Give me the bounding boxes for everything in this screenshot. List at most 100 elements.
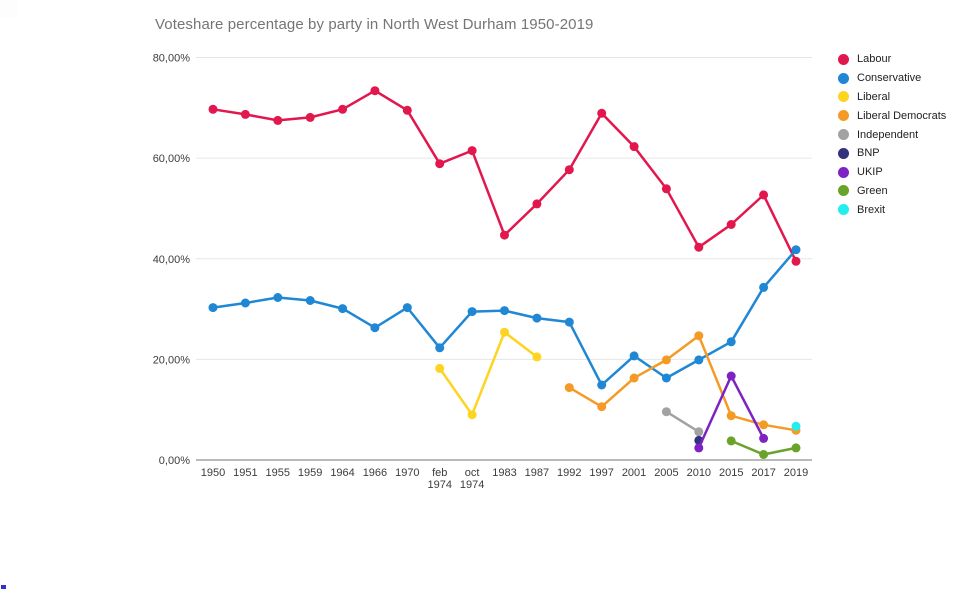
legend-item-liberal: Liberal	[838, 88, 946, 107]
x-axis-labels: 1950 1951 1955 1959 1964 1966 1970 feb 1974 oct 19…	[201, 467, 808, 491]
point-brexit-2019[interactable]	[791, 421, 801, 431]
point-conservative-1950[interactable]	[208, 303, 218, 313]
point-labour-1951[interactable]	[240, 109, 250, 119]
point-liberal-oct-1974[interactable]	[467, 410, 477, 420]
legend-item-independent: Independent	[838, 125, 946, 144]
point-liberal-feb-1974[interactable]	[435, 363, 445, 373]
point-conservative-1951[interactable]	[240, 298, 250, 308]
point-independent-2005[interactable]	[661, 407, 671, 417]
point-labour-1950[interactable]	[208, 104, 218, 114]
series-liberal-democrats	[564, 331, 801, 435]
point-liberal-democrats-2001[interactable]	[629, 373, 639, 383]
y-tick-label: 0,00%	[159, 455, 190, 467]
legend-label: UKIP	[857, 166, 883, 179]
series-liberal-democrats-line	[568, 334, 798, 432]
legend-swatch-liberal	[838, 91, 849, 103]
chart-legend: Labour Conservative Liberal Liberal Democra…	[838, 50, 946, 219]
point-green-2015[interactable]	[726, 436, 736, 446]
point-labour-2015[interactable]	[726, 220, 736, 229]
legend-swatch-liberal-democrats	[838, 110, 849, 122]
point-labour-1970[interactable]	[402, 105, 412, 115]
point-labour-2019[interactable]	[791, 256, 801, 266]
series-labour	[208, 86, 801, 266]
point-conservative-2015[interactable]	[726, 337, 736, 347]
point-conservative-1966[interactable]	[370, 323, 380, 333]
point-conservative-2010[interactable]	[694, 355, 704, 365]
point-conservative-1987[interactable]	[532, 313, 542, 323]
chart-title: Voteshare percentage by party in North W…	[155, 16, 594, 33]
x-tick-label: 2017	[751, 467, 775, 479]
legend-item-liberal-democrats: Liberal Democrats	[838, 106, 946, 125]
point-labour-1992[interactable]	[564, 165, 574, 175]
point-liberal-democrats-2010[interactable]	[694, 331, 704, 341]
point-liberal-democrats-2005[interactable]	[661, 355, 671, 365]
series-ukip	[694, 371, 769, 453]
point-conservative-1983[interactable]	[500, 306, 509, 316]
point-labour-oct-1974[interactable]	[467, 146, 477, 156]
point-labour-feb-1974[interactable]	[435, 159, 445, 169]
stray-pixel-artifact	[1, 585, 6, 589]
point-labour-1983[interactable]	[500, 230, 509, 240]
x-tick-label: 1983	[492, 467, 516, 479]
point-conservative-2001[interactable]	[629, 351, 639, 361]
point-liberal-democrats-1992[interactable]	[564, 383, 574, 393]
legend-label: Green	[857, 184, 888, 197]
series-conservative	[208, 245, 801, 390]
point-conservative-2019[interactable]	[791, 245, 801, 255]
point-conservative-1997[interactable]	[597, 380, 607, 390]
point-labour-2010[interactable]	[694, 242, 704, 252]
legend-swatch-bnp	[838, 147, 849, 159]
legend-swatch-conservative	[838, 72, 849, 84]
x-tick-label: 1966	[363, 467, 387, 479]
point-conservative-1964[interactable]	[338, 304, 348, 314]
point-conservative-2005[interactable]	[661, 373, 671, 383]
point-liberal-democrats-2015[interactable]	[726, 411, 736, 421]
legend-item-labour: Labour	[838, 50, 946, 69]
y-tick-label: 20,00%	[153, 354, 191, 366]
point-liberal-democrats-1997[interactable]	[597, 402, 607, 412]
series-independent	[661, 407, 704, 437]
legend-label: Liberal	[857, 90, 891, 103]
point-green-2019[interactable]	[791, 443, 801, 453]
point-conservative-1970[interactable]	[402, 303, 412, 313]
point-independent-2010[interactable]	[694, 427, 704, 437]
x-tick-label: 2015	[719, 467, 743, 479]
point-labour-1964[interactable]	[338, 104, 348, 114]
point-conservative-oct-1974[interactable]	[467, 307, 477, 317]
point-labour-1955[interactable]	[273, 115, 283, 125]
point-conservative-1955[interactable]	[273, 293, 283, 302]
point-liberal-1987[interactable]	[532, 352, 542, 362]
point-conservative-1992[interactable]	[564, 317, 574, 327]
series-liberal-line	[438, 330, 539, 416]
point-labour-2001[interactable]	[629, 142, 639, 152]
point-labour-2005[interactable]	[661, 184, 671, 194]
point-labour-2017[interactable]	[759, 190, 769, 200]
x-tick-label: 2005	[654, 467, 678, 479]
point-conservative-1959[interactable]	[305, 296, 315, 305]
point-conservative-feb-1974[interactable]	[435, 343, 445, 353]
point-green-2017[interactable]	[759, 450, 769, 459]
point-labour-1959[interactable]	[305, 112, 315, 122]
point-labour-1987[interactable]	[532, 199, 542, 209]
x-tick-label: 1997	[589, 467, 613, 479]
point-conservative-2017[interactable]	[759, 282, 769, 292]
point-liberal-1983[interactable]	[500, 327, 509, 337]
point-ukip-2015[interactable]	[726, 371, 736, 381]
x-tick-label: 1970	[395, 467, 419, 479]
point-labour-1966[interactable]	[370, 86, 380, 96]
series-conservative-line	[211, 248, 798, 387]
legend-label: Conservative	[857, 72, 922, 85]
x-tick-label: feb 1974	[427, 467, 451, 491]
point-ukip-2010[interactable]	[694, 443, 704, 453]
legend-swatch-labour	[838, 53, 849, 65]
point-ukip-2017[interactable]	[759, 433, 769, 443]
point-liberal-democrats-2017[interactable]	[759, 420, 769, 430]
x-tick-label: oct 1974	[460, 467, 484, 491]
point-labour-1997[interactable]	[597, 108, 607, 118]
legend-swatch-green	[838, 185, 849, 197]
x-tick-label: 1987	[525, 467, 549, 479]
x-tick-label: 2010	[687, 467, 711, 479]
y-axis-labels: 0,00% 20,00% 40,00% 60,00% 80,00%	[153, 53, 191, 468]
